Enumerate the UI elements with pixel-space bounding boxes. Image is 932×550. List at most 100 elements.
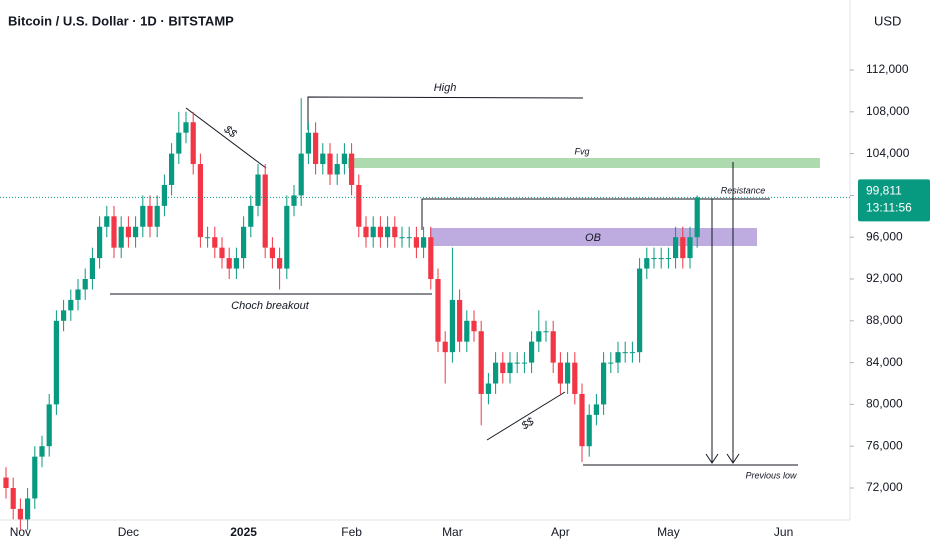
candle-body xyxy=(521,362,527,364)
candle-body xyxy=(629,352,635,354)
candle-body xyxy=(147,205,153,227)
candle-body xyxy=(413,237,419,248)
x-tick-label: Apr xyxy=(551,525,570,539)
candle-body xyxy=(399,237,405,239)
candle-body xyxy=(421,237,427,248)
chart-title: Bitcoin / U.S. Dollar · 1D · BITSTAMP xyxy=(8,13,234,28)
candle-body xyxy=(536,331,542,342)
candle-body xyxy=(125,226,131,238)
candle-body xyxy=(637,268,643,353)
candle-body xyxy=(464,320,470,342)
candle-body xyxy=(169,153,175,185)
candle-body xyxy=(565,362,571,384)
candle-body xyxy=(154,205,160,227)
candle-body xyxy=(579,393,585,447)
arrow-head xyxy=(726,453,740,464)
candle-body xyxy=(356,184,362,227)
y-tick-label: 104,000 xyxy=(866,146,910,160)
y-tick-label: 92,000 xyxy=(866,271,903,285)
candle-body xyxy=(608,362,614,364)
candle-body xyxy=(334,164,340,175)
candle-body xyxy=(46,404,52,447)
candle-body xyxy=(205,237,211,239)
candle-body xyxy=(241,226,247,259)
candle-body xyxy=(233,258,239,269)
last-price-box xyxy=(858,179,930,222)
candle-body xyxy=(406,237,412,239)
y-tick-label: 76,000 xyxy=(866,438,903,452)
candles xyxy=(3,98,700,530)
candle-body xyxy=(197,164,203,238)
candle-body xyxy=(248,205,254,227)
candle-body xyxy=(392,226,398,238)
candle-body xyxy=(32,456,38,499)
candle-body xyxy=(104,216,110,227)
y-tick-label: 72,000 xyxy=(866,480,903,494)
candle-body xyxy=(97,226,103,259)
last-price-label: 99,811 xyxy=(866,184,902,198)
annotation: OB xyxy=(585,232,601,244)
candle-body xyxy=(226,258,232,269)
candle-body xyxy=(82,279,88,290)
candle-body xyxy=(442,341,448,353)
candle-body xyxy=(529,341,535,363)
candle-body xyxy=(10,488,16,509)
candle-body xyxy=(269,247,275,259)
candle-body xyxy=(39,446,45,457)
high-line xyxy=(307,96,584,130)
annotation: Fvg xyxy=(574,146,589,156)
candle-body xyxy=(673,237,679,259)
candle-body xyxy=(327,153,333,175)
candle-body xyxy=(320,153,326,165)
currency: USD xyxy=(874,13,901,28)
x-tick-label: Feb xyxy=(341,525,362,539)
candle-body xyxy=(543,331,549,333)
resistance-line xyxy=(421,198,770,230)
x-tick-label: Nov xyxy=(10,525,31,539)
candle-body xyxy=(17,508,23,520)
candle-body xyxy=(305,132,311,154)
x-tick-label: Dec xyxy=(118,525,139,539)
candle-body xyxy=(557,362,563,384)
candle-body xyxy=(75,289,81,300)
candle-body xyxy=(133,226,139,238)
x-tick-label: May xyxy=(657,525,680,539)
candle-body xyxy=(449,299,455,353)
fvg-zone xyxy=(348,158,820,168)
y-tick-label: 84,000 xyxy=(866,355,903,369)
candle-body xyxy=(61,310,67,321)
candle-body xyxy=(572,362,578,394)
candle-body xyxy=(385,226,391,238)
candle-body xyxy=(601,362,607,405)
candle-body xyxy=(111,216,117,248)
x-tick-label: 2025 xyxy=(230,525,257,539)
candle-body xyxy=(665,258,671,260)
candle-body xyxy=(593,404,599,415)
candle-body xyxy=(377,226,383,238)
countdown: 13:11:56 xyxy=(866,201,912,215)
candle-body xyxy=(435,279,441,342)
candle-body xyxy=(255,174,261,206)
y-tick-label: 112,000 xyxy=(866,62,909,76)
candle-body xyxy=(176,132,182,154)
candle-body xyxy=(694,197,700,238)
candle-body xyxy=(291,195,297,206)
candle-body xyxy=(284,205,290,269)
candle-body xyxy=(53,320,59,405)
candle-body xyxy=(428,237,434,280)
candle-body xyxy=(349,153,355,185)
candle-body xyxy=(190,122,196,165)
candle-body xyxy=(514,362,520,364)
candle-body xyxy=(550,331,556,363)
candle-body xyxy=(118,226,124,248)
candle-body xyxy=(262,174,268,248)
candle-body xyxy=(298,153,304,196)
y-tick-label: 96,000 xyxy=(866,229,903,243)
candle-body xyxy=(277,258,283,269)
candle-body xyxy=(586,414,592,447)
annotation: Previous low xyxy=(745,470,797,480)
candle-body xyxy=(622,352,628,354)
candle-body xyxy=(471,320,477,332)
